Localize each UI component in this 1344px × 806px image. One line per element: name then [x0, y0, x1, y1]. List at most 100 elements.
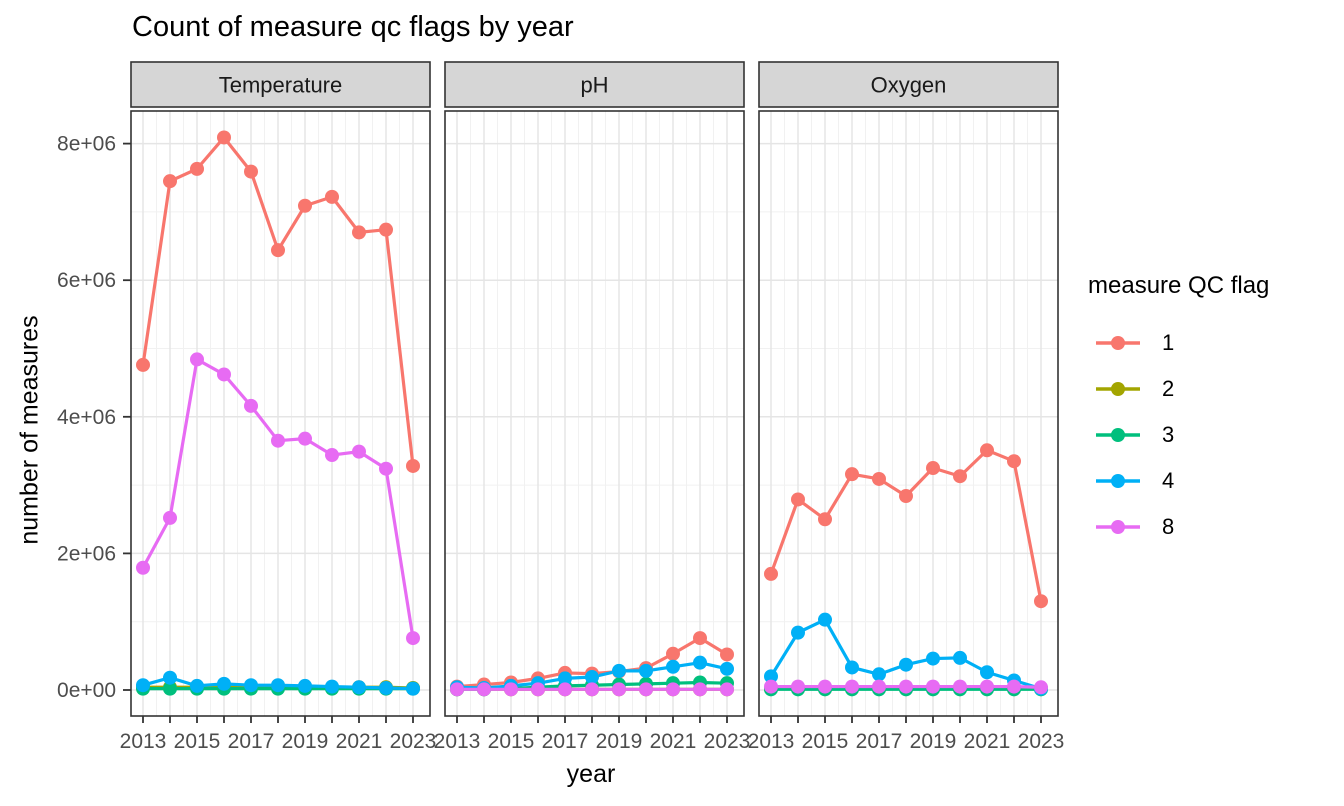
point-temperature-flag-4-2014: [163, 670, 177, 685]
point-ph-flag-1-2023: [720, 647, 734, 662]
facet-strip-oxygen: [758, 61, 1059, 108]
point-oxygen-flag-4-2018: [899, 657, 913, 672]
legend-entry-flag-8: 8: [1088, 504, 1269, 550]
point-oxygen-flag-4-2015: [818, 612, 832, 627]
point-oxygen-flag-4-2019: [926, 651, 940, 666]
facet-label-oxygen: Oxygen: [871, 73, 947, 98]
point-ph-flag-1-2021: [666, 646, 680, 661]
legend-entry-flag-4: 4: [1088, 458, 1269, 504]
y-tick-label-4e+06: 4e+06: [57, 406, 116, 429]
point-oxygen-flag-8-2021: [980, 679, 994, 694]
legend-label: 2: [1162, 376, 1175, 401]
point-temperature-flag-1-2016: [217, 130, 231, 145]
point-temperature-flag-8-2022: [379, 461, 393, 476]
point-oxygen-flag-1-2017: [872, 471, 886, 486]
point-temperature-flag-1-2021: [352, 225, 366, 240]
point-ph-flag-4-2017: [558, 671, 572, 686]
point-oxygen-flag-8-2014: [791, 679, 805, 694]
x-axis-title: year: [566, 760, 616, 788]
x-tick-label-ph-2015: 2015: [488, 730, 535, 753]
facet-panel-temperature: [131, 111, 430, 716]
point-ph-flag-4-2018: [585, 670, 599, 685]
y-tick-label-6e+06: 6e+06: [57, 269, 116, 292]
point-temperature-flag-8-2018: [271, 433, 285, 448]
point-oxygen-flag-8-2019: [926, 679, 940, 694]
point-oxygen-flag-1-2013: [764, 566, 778, 581]
x-tick-label-oxygen-2023: 2023: [1018, 730, 1065, 753]
point-temperature-flag-1-2019: [298, 198, 312, 213]
point-oxygen-flag-4-2021: [980, 665, 994, 680]
point-temperature-flag-8-2015: [190, 352, 204, 367]
point-ph-flag-4-2023: [720, 661, 734, 676]
legend-label: 1: [1162, 330, 1175, 355]
point-temperature-flag-8-2020: [325, 448, 339, 463]
legend-entry-flag-1: 1: [1088, 320, 1269, 366]
point-ph-flag-8-2019: [612, 682, 626, 697]
point-ph-flag-8-2021: [666, 682, 680, 697]
point-temperature-flag-4-2021: [352, 680, 366, 695]
x-tick-label-temperature-2015: 2015: [174, 730, 221, 753]
point-temperature-flag-4-2016: [217, 676, 231, 691]
point-temperature-flag-4-2020: [325, 679, 339, 694]
point-oxygen-flag-4-2013: [764, 669, 778, 684]
legend-title: measure QC flag: [1088, 272, 1270, 299]
x-tick-label-ph-2013: 2013: [434, 730, 481, 753]
legend-entry-flag-2: 2: [1088, 366, 1269, 412]
point-temperature-flag-3-2014: [163, 681, 177, 696]
x-tick-label-ph-2017: 2017: [542, 730, 589, 753]
legend-key-icon: [1096, 520, 1140, 534]
x-tick-label-ph-2023: 2023: [704, 730, 751, 753]
point-ph-flag-8-2017: [558, 682, 572, 697]
point-temperature-flag-4-2023: [406, 681, 420, 696]
point-ph-flag-4-2020: [639, 663, 653, 678]
panel-border-ph: [444, 110, 745, 717]
point-temperature-flag-8-2021: [352, 444, 366, 459]
facet-panel-ph: [445, 111, 744, 716]
legend: measure QC flag 1 2 3 4 8: [1088, 272, 1269, 550]
point-ph-flag-1-2022: [693, 631, 707, 646]
point-oxygen-flag-8-2020: [953, 679, 967, 694]
point-ph-flag-8-2023: [720, 682, 734, 697]
point-temperature-flag-1-2023: [406, 458, 420, 473]
point-oxygen-flag-4-2014: [791, 625, 805, 640]
y-axis-title: number of measures: [15, 315, 44, 545]
point-ph-flag-8-2018: [585, 682, 599, 697]
facet-panel-oxygen: [759, 111, 1058, 716]
point-temperature-flag-1-2018: [271, 243, 285, 258]
point-oxygen-flag-8-2018: [899, 679, 913, 694]
point-ph-flag-8-2015: [504, 682, 518, 697]
y-tick-label-2e+06: 2e+06: [57, 542, 116, 565]
x-tick-label-oxygen-2017: 2017: [856, 730, 903, 753]
point-temperature-flag-8-2014: [163, 510, 177, 525]
legend-key-icon: [1096, 474, 1140, 488]
point-oxygen-flag-8-2017: [872, 679, 886, 694]
panel-border-temperature: [130, 110, 431, 717]
point-temperature-flag-4-2015: [190, 678, 204, 693]
y-tick-label-0e+00: 0e+00: [57, 679, 116, 702]
panel-border-oxygen: [758, 110, 1059, 717]
x-tick-label-oxygen-2013: 2013: [748, 730, 795, 753]
point-oxygen-flag-1-2016: [845, 467, 859, 482]
point-oxygen-flag-8-2015: [818, 679, 832, 694]
point-temperature-flag-4-2013: [136, 678, 150, 693]
point-temperature-flag-1-2020: [325, 189, 339, 204]
facet-label-temperature: Temperature: [219, 73, 343, 98]
point-ph-flag-8-2022: [693, 682, 707, 697]
point-temperature-flag-1-2022: [379, 222, 393, 237]
x-tick-label-oxygen-2021: 2021: [964, 730, 1011, 753]
legend-entries: 1 2 3 4 8: [1088, 320, 1269, 550]
point-temperature-flag-1-2017: [244, 164, 258, 179]
point-oxygen-flag-1-2014: [791, 492, 805, 507]
point-temperature-flag-1-2013: [136, 357, 150, 372]
point-ph-flag-4-2021: [666, 659, 680, 674]
point-oxygen-flag-1-2015: [818, 512, 832, 527]
chart-title: Count of measure qc flags by year: [132, 11, 574, 43]
point-temperature-flag-4-2022: [379, 680, 393, 695]
point-oxygen-flag-8-2016: [845, 679, 859, 694]
x-tick-label-oxygen-2015: 2015: [802, 730, 849, 753]
point-oxygen-flag-1-2020: [953, 469, 967, 484]
facet-strip-ph: [444, 61, 745, 108]
x-tick-label-temperature-2021: 2021: [336, 730, 383, 753]
legend-key-icon: [1096, 336, 1140, 350]
